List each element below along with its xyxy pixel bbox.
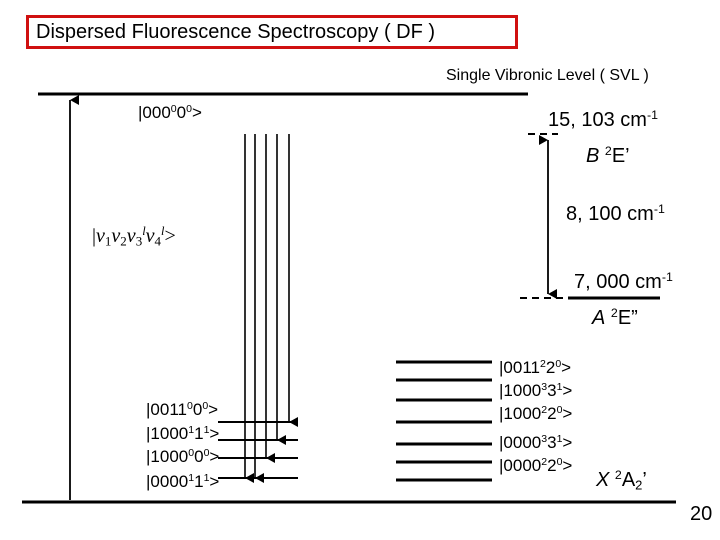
- page-number: 20: [690, 503, 713, 525]
- vibrational-level-label: |0000220>: [499, 456, 573, 475]
- b-state-label: B 2E’: [586, 144, 630, 167]
- vibrational-level-label: |1000111>: [146, 424, 220, 443]
- vibrational-level-label: |0000331>: [499, 433, 573, 452]
- vibrational-level-label: |0011000>: [146, 400, 219, 419]
- generic-state-label: |ν1ν2ν3lν4l>: [92, 224, 176, 249]
- a-state-energy: 7, 000 cm-1: [574, 270, 673, 293]
- gap-energy: 8, 100 cm-1: [566, 202, 665, 225]
- vibrational-level-label: |1000000>: [146, 447, 220, 466]
- x-state-label: X 2A2’: [596, 468, 647, 493]
- vibrational-level-label: |0000111>: [146, 472, 220, 491]
- slide-title: Dispersed Fluorescence Spectroscopy ( DF…: [26, 15, 518, 49]
- vibrational-level-label: |1000331>: [499, 381, 573, 400]
- vibrational-level-label: |0011220>: [499, 358, 572, 377]
- b-state-energy: 15, 103 cm-1: [548, 108, 658, 131]
- excited-level-label: |000000>: [138, 103, 202, 122]
- a-state-label: A 2E”: [592, 306, 638, 329]
- svl-label: Single Vibronic Level ( SVL ): [446, 67, 649, 84]
- vibrational-level-label: |1000220>: [499, 404, 573, 423]
